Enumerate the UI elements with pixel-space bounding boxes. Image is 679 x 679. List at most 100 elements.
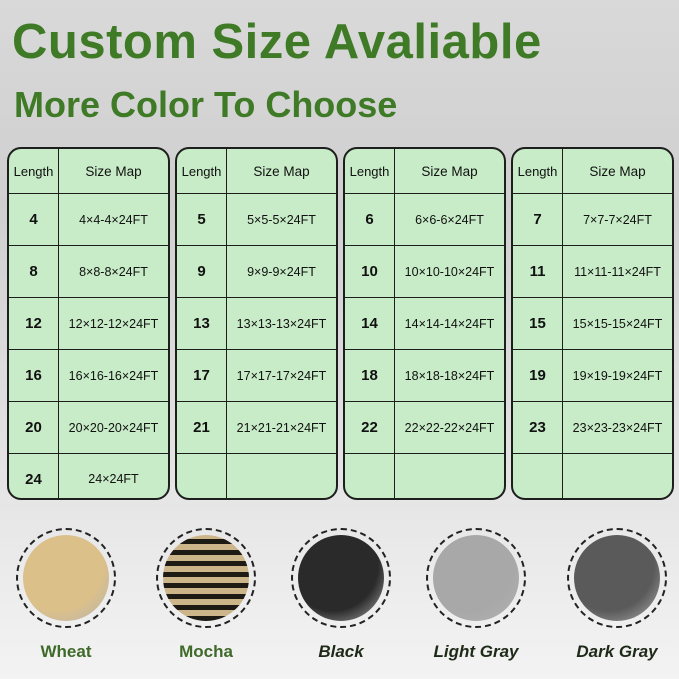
length-cell: 8 bbox=[9, 246, 59, 297]
table-row: 8 8×8-8×24FT bbox=[9, 246, 168, 298]
table-row: 7 7×7-7×24FT bbox=[513, 194, 672, 246]
size-cell: 10×10-10×24FT bbox=[404, 264, 495, 279]
size-map-header: Size Map bbox=[85, 163, 142, 179]
length-header: Length bbox=[177, 149, 227, 193]
table-row: 14 14×14-14×24FT bbox=[345, 298, 504, 350]
page-title: Custom Size Avaliable bbox=[12, 15, 542, 69]
size-cell bbox=[563, 454, 672, 498]
length-cell: 7 bbox=[513, 194, 563, 245]
size-cell: 14×14-14×24FT bbox=[404, 316, 495, 331]
size-cell: 8×8-8×24FT bbox=[79, 264, 148, 279]
color-swatch-light-gray[interactable] bbox=[426, 528, 526, 628]
length-cell: 15 bbox=[513, 298, 563, 349]
length-cell: 24 bbox=[9, 454, 59, 498]
length-cell: 11 bbox=[513, 246, 563, 297]
length-cell: 9 bbox=[177, 246, 227, 297]
size-cell: 21×21-21×24FT bbox=[236, 420, 327, 435]
table-row: 6 6×6-6×24FT bbox=[345, 194, 504, 246]
size-cell: 24×24FT bbox=[88, 472, 139, 486]
size-cell: 17×17-17×24FT bbox=[236, 368, 327, 383]
table-row: 20 20×20-20×24FT bbox=[9, 402, 168, 454]
size-table: Length Size Map 4 4×4-4×24FT 8 8×8-8×24FT 12 12… bbox=[7, 147, 170, 500]
size-cell: 4×4-4×24FT bbox=[79, 212, 148, 227]
color-swatch-black[interactable] bbox=[291, 528, 391, 628]
size-table: Length Size Map 7 7×7-7×24FT 11 11×11-11×24FT… bbox=[511, 147, 674, 500]
length-header: Length bbox=[345, 149, 395, 193]
table-row: 13 13×13-13×24FT bbox=[177, 298, 336, 350]
size-cell: 13×13-13×24FT bbox=[236, 316, 327, 331]
table-row: 17 17×17-17×24FT bbox=[177, 350, 336, 402]
length-cell: 16 bbox=[9, 350, 59, 401]
color-swatch-wheat[interactable] bbox=[16, 528, 116, 628]
color-label: Mocha bbox=[179, 642, 233, 661]
table-header: Length Size Map bbox=[513, 149, 672, 194]
size-cell: 15×15-15×24FT bbox=[572, 316, 663, 331]
length-cell bbox=[177, 454, 227, 498]
table-row: 22 22×22-22×24FT bbox=[345, 402, 504, 454]
size-cell: 16×16-16×24FT bbox=[68, 368, 159, 383]
length-cell: 12 bbox=[9, 298, 59, 349]
table-row: 11 11×11-11×24FT bbox=[513, 246, 672, 298]
size-cell: 7×7-7×24FT bbox=[583, 212, 652, 227]
table-row: 21 21×21-21×24FT bbox=[177, 402, 336, 454]
table-row: 23 23×23-23×24FT bbox=[513, 402, 672, 454]
table-header: Length Size Map bbox=[9, 149, 168, 194]
length-cell: 21 bbox=[177, 402, 227, 453]
size-cell: 20×20-20×24FT bbox=[68, 420, 159, 435]
table-row bbox=[345, 454, 504, 498]
size-cell: 11×11-11×24FT bbox=[574, 264, 661, 279]
color-label: Black bbox=[318, 642, 364, 661]
table-row: 24 24×24FT bbox=[9, 454, 168, 498]
length-cell: 6 bbox=[345, 194, 395, 245]
length-cell: 13 bbox=[177, 298, 227, 349]
length-cell: 10 bbox=[345, 246, 395, 297]
color-swatch-mocha[interactable] bbox=[156, 528, 256, 628]
size-cell: 5×5-5×24FT bbox=[247, 212, 316, 227]
size-map-header: Size Map bbox=[421, 163, 478, 179]
table-row: 15 15×15-15×24FT bbox=[513, 298, 672, 350]
table-header: Length Size Map bbox=[177, 149, 336, 194]
size-cell bbox=[227, 454, 336, 498]
size-table: Length Size Map 6 6×6-6×24FT 10 10×10-10×24FT… bbox=[343, 147, 506, 500]
size-cell: 9×9-9×24FT bbox=[247, 264, 316, 279]
table-row: 4 4×4-4×24FT bbox=[9, 194, 168, 246]
length-header: Length bbox=[9, 149, 59, 193]
table-row: 10 10×10-10×24FT bbox=[345, 246, 504, 298]
length-cell: 20 bbox=[9, 402, 59, 453]
length-cell: 19 bbox=[513, 350, 563, 401]
size-cell bbox=[395, 454, 504, 498]
size-cell: 12×12-12×24FT bbox=[68, 316, 159, 331]
length-cell bbox=[345, 454, 395, 498]
color-label: Dark Gray bbox=[576, 642, 658, 661]
size-cell: 22×22-22×24FT bbox=[404, 420, 495, 435]
table-row: 5 5×5-5×24FT bbox=[177, 194, 336, 246]
color-swatch-dark-gray[interactable] bbox=[567, 528, 667, 628]
color-label: Light Gray bbox=[433, 642, 519, 661]
table-row: 18 18×18-18×24FT bbox=[345, 350, 504, 402]
length-cell: 5 bbox=[177, 194, 227, 245]
length-cell: 14 bbox=[345, 298, 395, 349]
length-cell: 23 bbox=[513, 402, 563, 453]
size-cell: 18×18-18×24FT bbox=[404, 368, 495, 383]
color-label: Wheat bbox=[40, 642, 92, 661]
length-cell bbox=[513, 454, 563, 498]
size-cell: 23×23-23×24FT bbox=[572, 420, 663, 435]
size-table: Length Size Map 5 5×5-5×24FT 9 9×9-9×24FT 13 13… bbox=[175, 147, 338, 500]
size-map-header: Size Map bbox=[589, 163, 646, 179]
table-row: 19 19×19-19×24FT bbox=[513, 350, 672, 402]
table-row bbox=[177, 454, 336, 498]
length-header: Length bbox=[513, 149, 563, 193]
length-cell: 17 bbox=[177, 350, 227, 401]
size-map-header: Size Map bbox=[253, 163, 310, 179]
size-cell: 19×19-19×24FT bbox=[572, 368, 663, 383]
table-row bbox=[513, 454, 672, 498]
length-cell: 22 bbox=[345, 402, 395, 453]
table-header: Length Size Map bbox=[345, 149, 504, 194]
table-row: 9 9×9-9×24FT bbox=[177, 246, 336, 298]
length-cell: 4 bbox=[9, 194, 59, 245]
table-row: 16 16×16-16×24FT bbox=[9, 350, 168, 402]
page-subtitle: More Color To Choose bbox=[14, 84, 398, 125]
table-row: 12 12×12-12×24FT bbox=[9, 298, 168, 350]
length-cell: 18 bbox=[345, 350, 395, 401]
size-cell: 6×6-6×24FT bbox=[415, 212, 484, 227]
